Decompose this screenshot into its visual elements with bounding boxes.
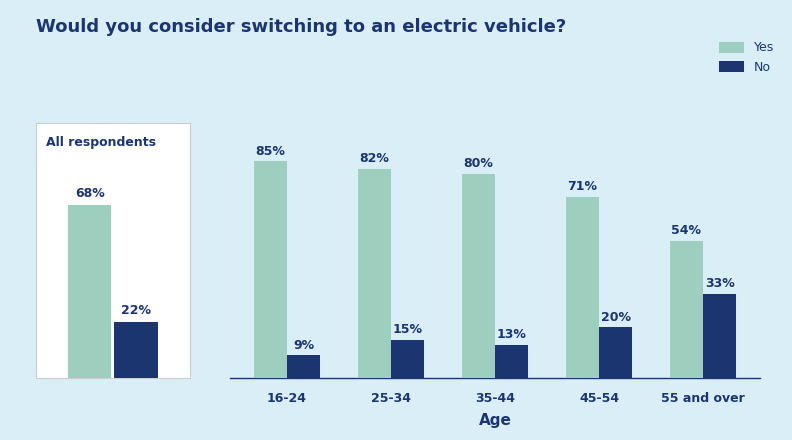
Bar xyxy=(462,174,495,378)
Text: 82%: 82% xyxy=(360,152,389,165)
Text: Would you consider switching to an electric vehicle?: Would you consider switching to an elect… xyxy=(36,18,566,36)
Legend: Yes, No: Yes, No xyxy=(718,41,774,73)
Text: 15%: 15% xyxy=(393,323,423,336)
Text: 9%: 9% xyxy=(293,339,314,352)
Text: 80%: 80% xyxy=(463,158,493,170)
Text: 33%: 33% xyxy=(705,277,735,290)
Text: 68%: 68% xyxy=(74,187,105,200)
Text: 20%: 20% xyxy=(600,311,630,323)
Text: 13%: 13% xyxy=(497,328,527,341)
Bar xyxy=(114,322,158,378)
Bar xyxy=(565,197,599,378)
Text: 54%: 54% xyxy=(672,224,702,237)
X-axis label: Age: Age xyxy=(478,413,512,428)
Bar xyxy=(599,327,632,378)
Bar xyxy=(253,161,287,378)
Text: 71%: 71% xyxy=(567,180,597,194)
Bar xyxy=(68,205,112,378)
Text: All respondents: All respondents xyxy=(47,136,157,149)
Text: 22%: 22% xyxy=(121,304,151,317)
Bar xyxy=(495,345,528,378)
Bar xyxy=(703,294,737,378)
Bar xyxy=(358,169,391,378)
Text: 85%: 85% xyxy=(255,145,285,158)
Bar xyxy=(670,241,703,378)
Bar xyxy=(391,340,425,378)
Bar xyxy=(287,356,320,378)
